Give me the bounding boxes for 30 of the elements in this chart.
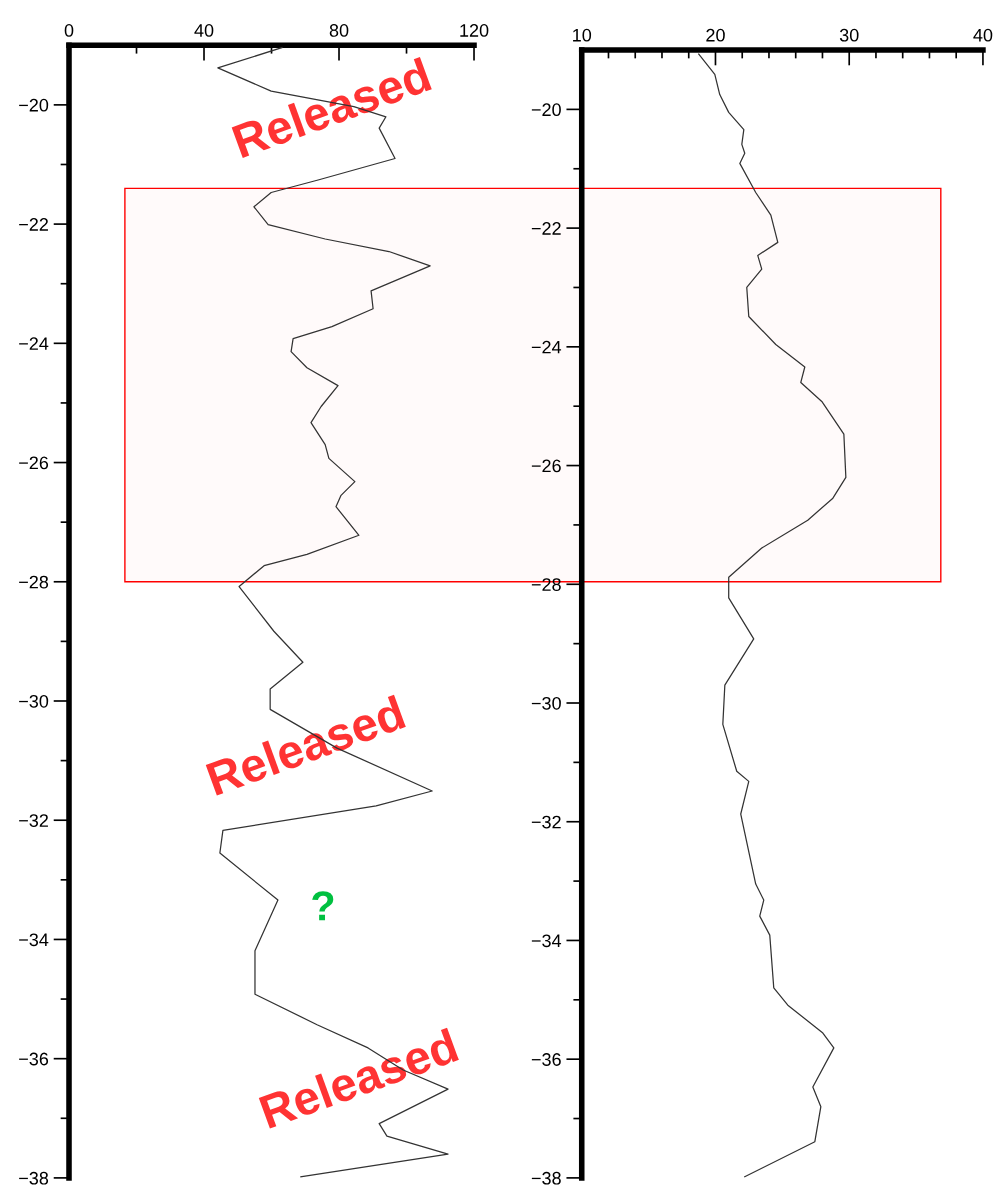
x-tick-label: 80 (329, 24, 349, 37)
y-tick-label: −32 (19, 814, 48, 827)
y-tick-label: −38 (19, 1171, 49, 1185)
x-tick-label: 10 (573, 28, 592, 42)
y-tick-label: −36 (19, 1052, 49, 1066)
y-tick-label: −38 (531, 1171, 561, 1185)
y-tick-label: −22 (531, 222, 561, 235)
x-tick-label: 120 (460, 24, 489, 37)
y-tick-label: −28 (531, 578, 561, 591)
y-tick-label: −22 (19, 218, 48, 231)
y-tick-label: −26 (19, 456, 49, 470)
annotation: ? (312, 891, 334, 921)
y-tick-label: −24 (531, 340, 562, 354)
x-tick-label: 30 (839, 28, 859, 42)
x-tick-label: 20 (706, 28, 725, 42)
y-tick-label: −36 (531, 1053, 561, 1066)
y-tick-label: −20 (531, 103, 561, 117)
y-tick-label: −34 (19, 933, 49, 947)
y-tick-label: −24 (19, 337, 49, 350)
y-tick-label: −20 (19, 98, 49, 112)
y-tick-label: −32 (531, 815, 561, 829)
y-tick-label: −28 (19, 575, 49, 589)
y-tick-label: −26 (531, 459, 561, 473)
line-series (698, 53, 847, 1178)
x-tick-label: 40 (194, 24, 214, 37)
y-tick-label: −30 (531, 696, 561, 710)
x-tick-label: 40 (973, 28, 993, 42)
y-tick-label: −34 (531, 934, 562, 948)
x-tick-label: 0 (64, 24, 74, 37)
y-tick-label: −30 (19, 694, 49, 708)
